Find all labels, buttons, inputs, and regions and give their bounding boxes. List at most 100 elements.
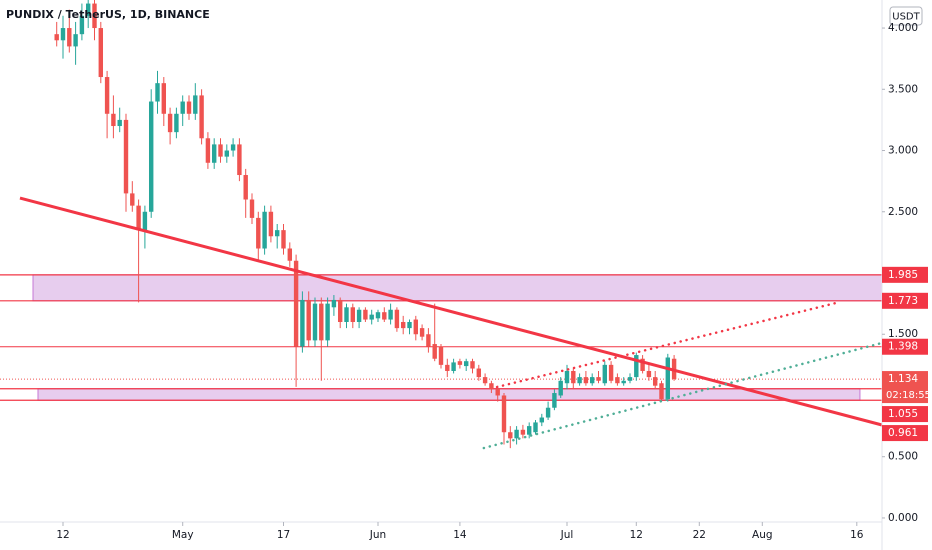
candle-body bbox=[665, 357, 671, 400]
candle-body bbox=[533, 422, 538, 433]
y-tick-label: 0.000 bbox=[888, 512, 918, 524]
currency[interactable]: USDT bbox=[892, 12, 920, 23]
candle-body bbox=[615, 377, 620, 384]
candle-body bbox=[79, 15, 85, 35]
price-label: 0.961 bbox=[888, 427, 918, 439]
candle-body bbox=[268, 211, 274, 237]
candle-body bbox=[482, 377, 488, 384]
candle-body bbox=[85, 3, 91, 16]
candle-body bbox=[224, 150, 230, 157]
candle-body bbox=[394, 309, 400, 329]
candle-body bbox=[123, 119, 129, 194]
candle-body bbox=[413, 319, 419, 335]
candle-body bbox=[249, 199, 255, 218]
countdown: 02:18:55 bbox=[886, 390, 931, 401]
currency-box[interactable] bbox=[889, 6, 923, 26]
candle-body bbox=[306, 299, 311, 341]
candle-body bbox=[344, 307, 349, 322]
candle-body bbox=[634, 355, 639, 378]
candle-body bbox=[659, 383, 664, 400]
candle-body bbox=[211, 144, 217, 163]
candle-body bbox=[457, 361, 463, 365]
x-tick-label: May bbox=[172, 529, 194, 541]
candle-body bbox=[514, 429, 519, 439]
price-label-box bbox=[882, 266, 928, 283]
y-tick-label: 2.500 bbox=[888, 206, 918, 218]
price-label: 1.055 bbox=[888, 408, 918, 420]
candle-body bbox=[489, 383, 494, 390]
y-tick-label: 4.000 bbox=[888, 22, 918, 34]
candle-body bbox=[167, 113, 173, 133]
candle-body bbox=[243, 175, 248, 200]
plot-area bbox=[0, 0, 884, 450]
candle-body bbox=[432, 344, 437, 359]
candle-body bbox=[438, 346, 444, 365]
candle-body bbox=[193, 95, 198, 114]
candle-body bbox=[148, 101, 154, 212]
candle-body bbox=[130, 193, 135, 206]
candle-body bbox=[73, 34, 78, 47]
price-label-box bbox=[882, 425, 928, 442]
x-tick-label: 12 bbox=[630, 529, 643, 541]
candle-body bbox=[545, 407, 551, 418]
candle-body bbox=[287, 248, 293, 261]
candle-body bbox=[60, 28, 66, 41]
zone bbox=[32, 274, 883, 302]
candle-body bbox=[230, 144, 236, 151]
candle-body bbox=[426, 334, 431, 347]
candle-body bbox=[111, 113, 116, 127]
candle-body bbox=[331, 299, 337, 308]
candle-body bbox=[117, 119, 122, 127]
y-tick-label: 3.000 bbox=[888, 145, 918, 157]
candle-body bbox=[92, 3, 97, 29]
x-tick-label: 16 bbox=[850, 529, 864, 541]
candle-body bbox=[470, 361, 475, 369]
x-tick-label: 17 bbox=[277, 529, 290, 541]
candle-body bbox=[375, 312, 381, 319]
trendline bbox=[19, 196, 883, 427]
candle-body bbox=[627, 377, 633, 381]
candle-body bbox=[155, 83, 160, 102]
price-label-box bbox=[882, 371, 928, 404]
candle-body bbox=[451, 362, 456, 371]
candle-body bbox=[476, 368, 482, 378]
price-label: 1.134 bbox=[888, 373, 918, 385]
candle-body bbox=[608, 364, 614, 381]
candle-body bbox=[621, 380, 626, 384]
x-tick-label: Jun bbox=[369, 529, 386, 541]
candle-body bbox=[596, 377, 601, 381]
candle-body bbox=[646, 370, 652, 378]
candle-body bbox=[388, 309, 393, 320]
trendline bbox=[495, 300, 842, 389]
candle-body bbox=[325, 303, 330, 341]
candle-body bbox=[293, 260, 299, 347]
y-tick-label: 0.500 bbox=[888, 451, 918, 463]
candle-body bbox=[577, 377, 582, 384]
candle-body bbox=[98, 28, 104, 78]
price-label: 1.398 bbox=[888, 341, 918, 353]
candle-body bbox=[382, 312, 387, 320]
candle-body bbox=[104, 77, 110, 114]
y-tick-label: 3.500 bbox=[888, 83, 918, 95]
candle-body bbox=[501, 395, 507, 433]
candle-body bbox=[583, 377, 589, 384]
price-label: 1.773 bbox=[888, 295, 918, 307]
y-tick-label: 1.500 bbox=[888, 328, 918, 340]
candle-body bbox=[180, 101, 185, 114]
candle-body bbox=[508, 432, 513, 439]
candle-body bbox=[564, 370, 570, 384]
candle-body bbox=[520, 429, 526, 435]
candle-body bbox=[186, 101, 192, 114]
candle-body bbox=[419, 328, 425, 337]
candle-body bbox=[199, 95, 204, 139]
candle-body bbox=[161, 83, 167, 114]
candle-body bbox=[539, 417, 545, 423]
x-tick-label: 12 bbox=[56, 529, 69, 541]
candle-body bbox=[400, 321, 406, 329]
candle-body bbox=[552, 393, 557, 408]
candle-body bbox=[142, 211, 148, 231]
candle-body bbox=[369, 314, 374, 320]
x-tick-label: Aug bbox=[752, 529, 773, 541]
candle-body bbox=[205, 138, 211, 163]
